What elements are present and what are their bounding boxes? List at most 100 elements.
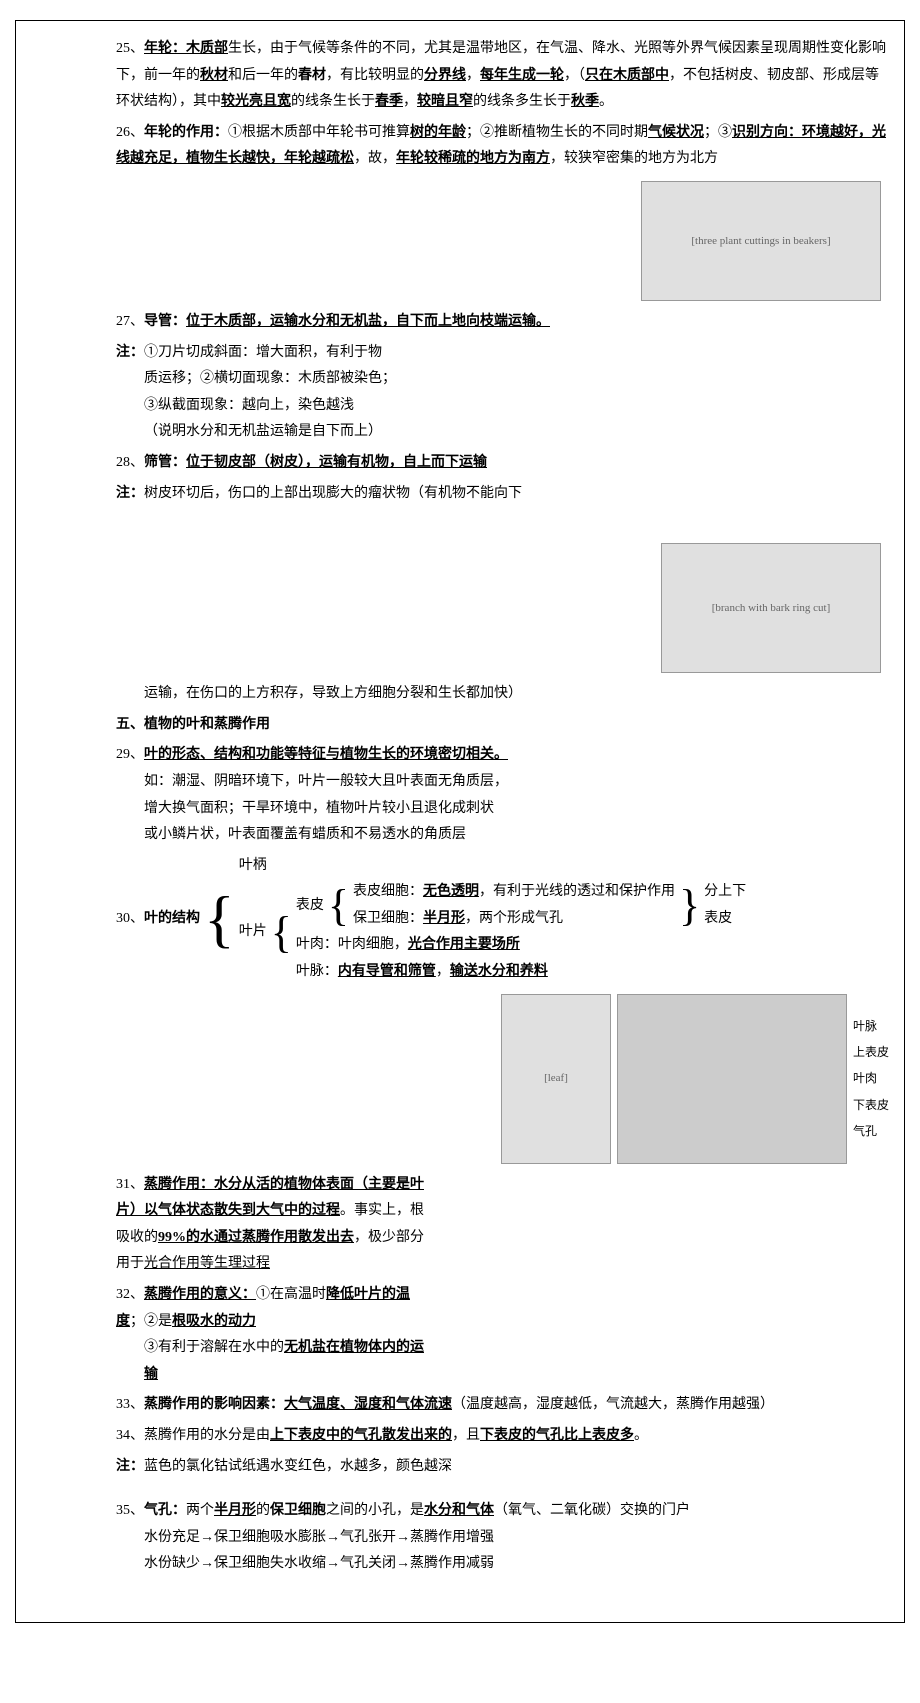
label-upper-epidermis: 上表皮 [853, 1039, 889, 1065]
term: 气孔： [144, 1503, 186, 1518]
text: 春材 [298, 68, 326, 83]
figure-leaf: [leaf] [501, 994, 611, 1164]
text: （温度越高，湿度越低，气流越大，蒸腾作用越强） [452, 1397, 774, 1412]
text: ①刀片切成斜面：增大面积，有利于物 [144, 345, 382, 360]
text: ，故， [354, 151, 396, 166]
text: ①在高温时 [256, 1287, 326, 1302]
item-number: 35、 [116, 1503, 144, 1518]
figure-plants-in-beakers: [three plant cuttings in beakers] [641, 181, 881, 301]
figure-branch-ring-cut: [branch with bark ring cut] [661, 543, 881, 673]
text: 气候状况 [648, 125, 704, 140]
item-35: 35、气孔：两个半月形的保卫细胞之间的小孔，是水分和气体（氧气、二氧化碳）交换的… [116, 1498, 889, 1578]
text: 水份缺少→保卫细胞失水收缩→气孔关闭→蒸腾作用减弱 [116, 1551, 889, 1578]
text: 下表皮的气孔比上表皮多 [480, 1428, 634, 1443]
img-alt: [three plant cuttings in beakers] [691, 231, 830, 252]
item-33: 33、蒸腾作用的影响因素：大气温度、湿度和气体流速（温度越高，湿度越低，气流越大… [116, 1392, 889, 1419]
text: 如：潮湿、阴暗环境下，叶片一般较大且叶表面无角质层， [116, 769, 889, 796]
item-number: 33、 [116, 1397, 144, 1412]
note-28-cont: 运输，在伤口的上方积存，导致上方细胞分裂和生长都加快） [116, 681, 889, 708]
note-label: 注： [116, 1459, 144, 1474]
label-lower-epidermis: 下表皮 [853, 1092, 889, 1118]
item-number: 26、 [116, 125, 144, 140]
text: ③纵截面现象：越向上，染色越浅 [116, 393, 889, 420]
term: 叶的形态、结构和功能等特征与植物生长的环境密切相关。 [144, 747, 508, 762]
text: 之间的小孔，是 [326, 1503, 424, 1518]
figure-leaf-3d [617, 994, 847, 1164]
text: 蒸腾作用的水分是由 [144, 1428, 270, 1443]
term: 叶的结构 [144, 911, 200, 926]
text: 只在木质部中 [585, 68, 669, 83]
item-number: 27、 [116, 314, 144, 329]
img-alt: [branch with bark ring cut] [712, 598, 831, 619]
figure-leaf-cross-section: [leaf] 叶脉 上表皮 叶肉 下表皮 气孔 [501, 994, 889, 1164]
item-28: 28、筛管：位于韧皮部（树皮），运输有机物，自上而下运输 [116, 450, 889, 477]
item-29: 29、叶的形态、结构和功能等特征与植物生长的环境密切相关。 如：潮湿、阴暗环境下… [116, 742, 889, 848]
text: 年轮较稀疏的地方为南方 [396, 151, 550, 166]
leaf-petiole: 叶柄 [239, 853, 746, 880]
text: 蓝色的氯化钴试纸遇水变红色，水越多，颜色越深 [144, 1459, 452, 1474]
term: 年轮： [144, 41, 186, 56]
item-25: 25、年轮：木质部生长，由于气候等条件的不同，尤其是温带地区，在气温、降水、光照… [116, 36, 889, 116]
text: ，较狭窄密集的地方为北方 [550, 151, 718, 166]
text: 较光亮且宽 [221, 94, 291, 109]
note-label: 注： [116, 486, 144, 501]
text: ，（ [564, 68, 585, 83]
vein-line: 叶脉：内有导管和筛管，输送水分和养料 [296, 959, 746, 986]
text: 半月形 [214, 1503, 256, 1518]
epidermis: 表皮 [296, 893, 324, 920]
text: 位于韧皮部（树皮），运输有机物，自上而下运输 [186, 455, 487, 470]
text: 光合作用等生理过程 [144, 1256, 270, 1271]
text: 分上下 [704, 879, 746, 906]
label-vein: 叶脉 [853, 1013, 889, 1039]
item-number: 34、 [116, 1428, 144, 1443]
term: 年轮的作用： [144, 125, 228, 140]
term: 导管： [144, 314, 186, 329]
brace-icon: } [679, 886, 700, 926]
text: 木质部 [186, 41, 228, 56]
item-34: 34、蒸腾作用的水分是由上下表皮中的气孔散发出来的，且下表皮的气孔比上表皮多。 [116, 1423, 889, 1450]
text: 大气温度、湿度和气体流速 [284, 1397, 452, 1412]
text: 位于木质部，运输水分和无机盐，自下而上地向枝端运输。 [186, 314, 550, 329]
note-27: 注：①刀片切成斜面：增大面积，有利于物 质运移；②横切面现象：木质部被染色； ③… [116, 340, 889, 446]
item-26: 26、年轮的作用：①根据木质部中年轮书可推算树的年龄；②推断植物生长的不同时期气… [116, 120, 889, 173]
text: 水分和气体 [424, 1503, 494, 1518]
text: 根吸水的动力 [172, 1314, 256, 1329]
item-number: 31、 [116, 1177, 144, 1192]
text: ③有利于溶解在水中的 [144, 1340, 284, 1355]
brace-icon: { [328, 886, 349, 926]
item-number: 29、 [116, 747, 144, 762]
text: ， [466, 68, 480, 83]
text: 表皮 [704, 906, 746, 933]
text: 秋季 [571, 94, 599, 109]
text: ， [403, 94, 417, 109]
note-label: 注： [116, 345, 144, 360]
text: 较暗且窄 [417, 94, 473, 109]
text: 树皮环切后，伤口的上部出现膨大的瘤状物（有机物不能向下 [144, 486, 522, 501]
item-32: 32、蒸腾作用的意义：①在高温时降低叶片的温度；②是根吸水的动力 ③有利于溶解在… [116, 1282, 436, 1388]
note-28: 注：树皮环切后，伤口的上部出现膨大的瘤状物（有机物不能向下 [116, 481, 889, 508]
text: 保卫细胞 [270, 1503, 326, 1518]
text: 水份充足→保卫细胞吸水膨胀→气孔张开→蒸腾作用增强 [116, 1525, 889, 1552]
text: ①根据木质部中年轮书可推算 [228, 125, 410, 140]
text: 秋材 [200, 68, 228, 83]
text: 的线条多生长于 [473, 94, 571, 109]
text: 质运移；②横切面现象：木质部被染色； [116, 366, 889, 393]
text: ；②是 [130, 1314, 172, 1329]
leaf-labels: 叶脉 上表皮 叶肉 下表皮 气孔 [853, 1013, 889, 1145]
term: 筛管： [144, 455, 186, 470]
term: 蒸腾作用： [144, 1177, 214, 1192]
text: ，有比较明显的 [326, 68, 424, 83]
term: 蒸腾作用的意义： [144, 1287, 256, 1302]
item-30: 30、叶的结构 { 叶柄 叶片 { 表皮 { 表皮细胞：无色透明，有利于光线的透… [116, 853, 889, 986]
item-number: 32、 [116, 1287, 144, 1302]
item-number: 28、 [116, 455, 144, 470]
label-stomata: 气孔 [853, 1118, 889, 1144]
img-alt: [leaf] [544, 1068, 568, 1089]
text: 上下表皮中的气孔散发出来的 [270, 1428, 452, 1443]
text: （说明水分和无机盐运输是自下而上） [116, 419, 889, 446]
item-31: 31、蒸腾作用：水分从活的植物体表面（主要是叶片）以气体状态散失到大气中的过程。… [116, 1172, 436, 1278]
mesophyll-line: 叶肉：叶肉细胞，光合作用主要场所 [296, 932, 746, 959]
text: 或小鳞片状，叶表面覆盖有蜡质和不易透水的角质层 [116, 822, 889, 849]
text: 树的年龄 [410, 125, 466, 140]
text: 。 [599, 94, 613, 109]
